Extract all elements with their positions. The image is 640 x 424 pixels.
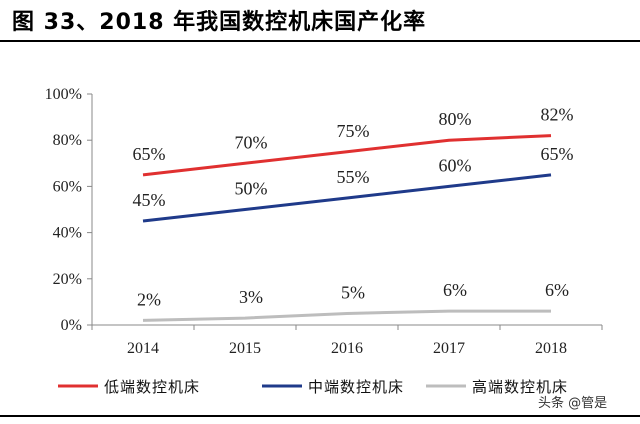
chart-title: 图 33、2018 年我国数控机床国产化率 (12, 10, 427, 35)
x-tick-label: 2014 (127, 340, 159, 357)
watermark: 头条 @管是 (538, 396, 608, 411)
x-tick-label: 2017 (433, 340, 465, 357)
series-line-1 (142, 173, 552, 223)
data-label: 5% (341, 282, 365, 302)
data-label: 65% (133, 144, 166, 164)
title-rule (0, 40, 640, 42)
data-label: 2% (137, 289, 161, 309)
legend-label-0: 低端数控机床 (104, 378, 200, 396)
data-label: 80% (439, 109, 472, 129)
data-label: 60% (439, 155, 472, 175)
y-tick-label: 20% (53, 271, 82, 288)
series-line-2 (142, 309, 551, 322)
y-tick-label: 100% (45, 86, 82, 103)
series-line-0 (142, 134, 552, 177)
footer-rule (0, 415, 640, 417)
x-tick-label: 2015 (229, 340, 261, 357)
data-label: 82% (541, 105, 574, 125)
x-tick-label: 2018 (535, 340, 567, 357)
x-tick-label: 2016 (331, 340, 363, 357)
data-label: 65% (541, 144, 574, 164)
legend-label-1: 中端数控机床 (308, 378, 404, 396)
data-label: 55% (337, 167, 370, 187)
data-label: 6% (443, 280, 467, 300)
legend-label-2: 高端数控机床 (472, 378, 568, 396)
data-label: 3% (239, 287, 263, 307)
data-label: 50% (235, 179, 268, 199)
y-tick-label: 80% (53, 132, 82, 149)
y-tick-label: 0% (61, 317, 82, 334)
data-label: 75% (337, 121, 370, 141)
y-tick-label: 60% (53, 178, 82, 195)
data-label: 6% (545, 280, 569, 300)
data-label: 70% (235, 132, 268, 152)
y-tick-label: 40% (53, 225, 82, 242)
data-label: 45% (133, 190, 166, 210)
